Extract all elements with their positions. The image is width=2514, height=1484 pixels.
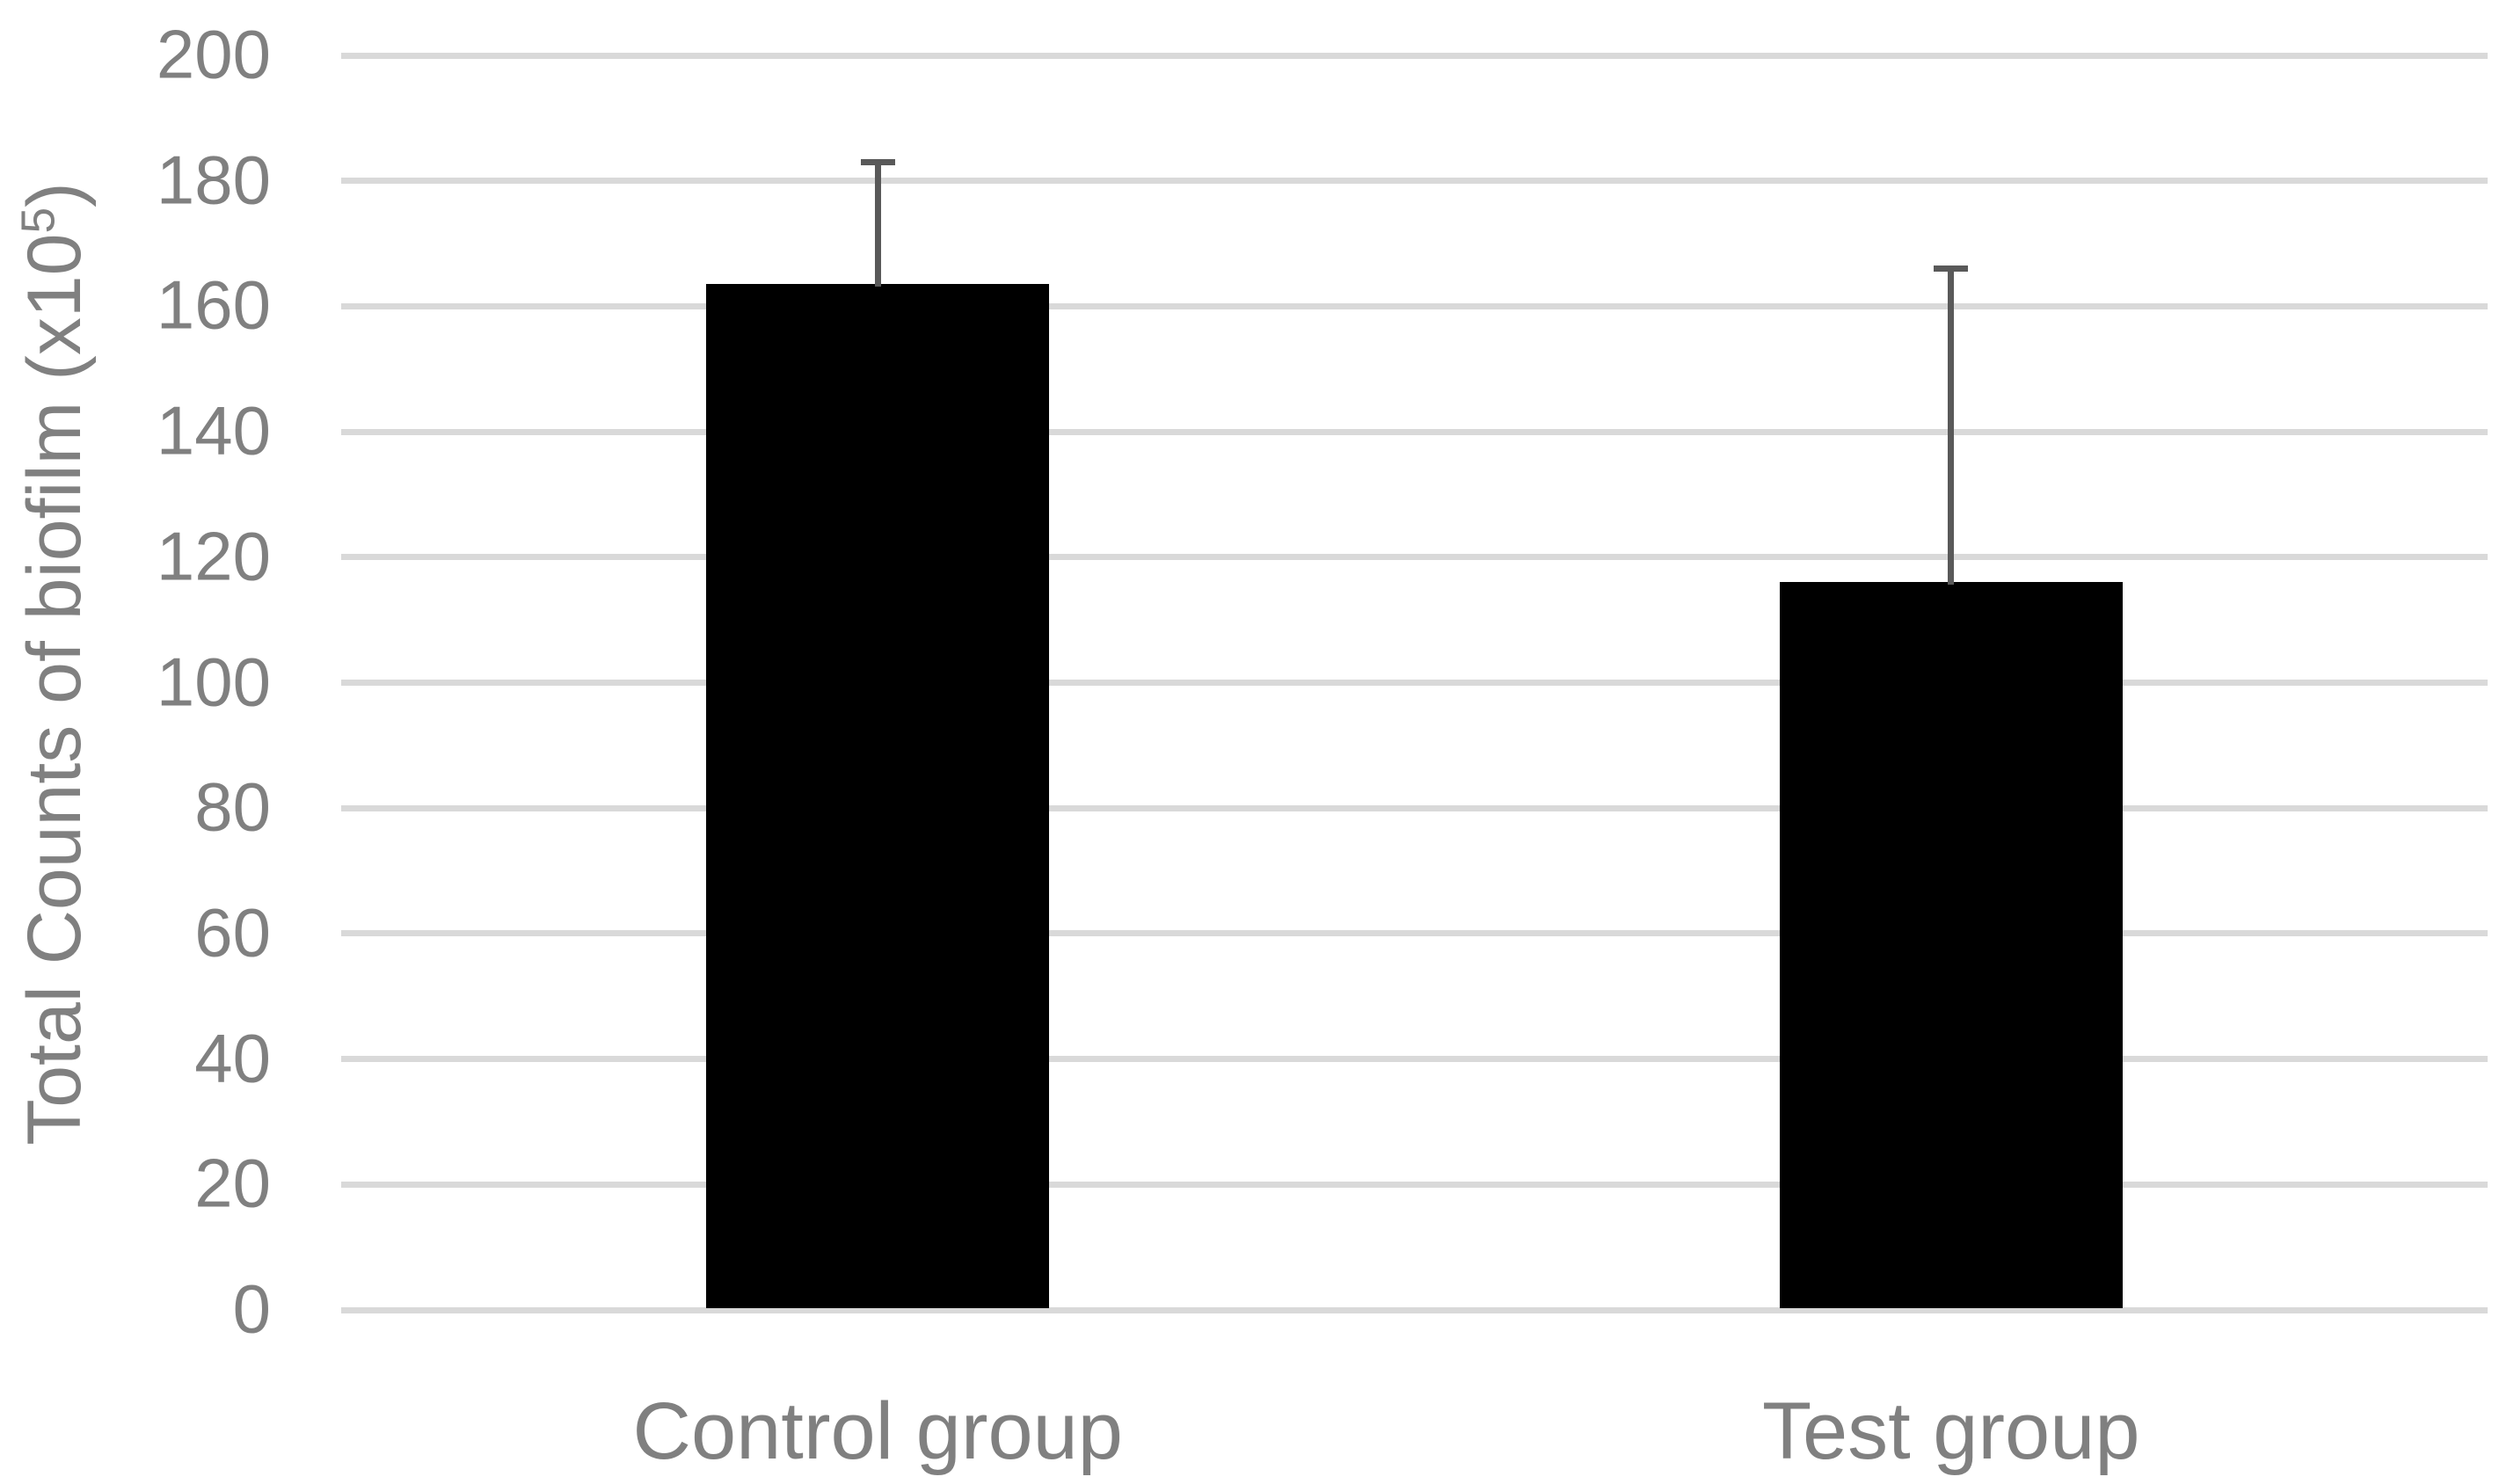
y-tick-label: 100 bbox=[156, 642, 271, 720]
y-tick-label: 20 bbox=[194, 1144, 271, 1222]
y-tick-label: 80 bbox=[194, 767, 271, 846]
gridline bbox=[341, 178, 2488, 185]
gridline bbox=[341, 1181, 2488, 1188]
gridline bbox=[341, 428, 2488, 435]
gridline bbox=[341, 554, 2488, 561]
gridline bbox=[341, 804, 2488, 811]
error-bar-cap bbox=[1934, 266, 1969, 273]
x-category-label: Test group bbox=[1761, 1386, 2140, 1476]
gridline bbox=[341, 1056, 2488, 1063]
y-tick-label: 120 bbox=[156, 517, 271, 595]
gridline bbox=[341, 680, 2488, 686]
y-tick-label: 60 bbox=[194, 893, 271, 971]
bar-control-group bbox=[706, 284, 1050, 1308]
y-tick-label: 200 bbox=[156, 15, 271, 93]
y-tick-label: 180 bbox=[156, 141, 271, 219]
error-bar-line bbox=[874, 164, 881, 287]
gridline bbox=[341, 930, 2488, 937]
y-tick-label: 140 bbox=[156, 391, 271, 469]
bar-test-group bbox=[1779, 582, 2123, 1308]
error-bar-cap bbox=[860, 158, 895, 165]
y-tick-label: 0 bbox=[232, 1269, 271, 1348]
gridline bbox=[341, 302, 2488, 309]
error-bar-line bbox=[1948, 272, 1955, 586]
y-tick-label: 160 bbox=[156, 266, 271, 344]
gridline bbox=[341, 52, 2488, 59]
y-tick-label: 40 bbox=[194, 1019, 271, 1097]
x-category-label: Control group bbox=[632, 1386, 1123, 1476]
x-axis-line bbox=[341, 1306, 2488, 1313]
